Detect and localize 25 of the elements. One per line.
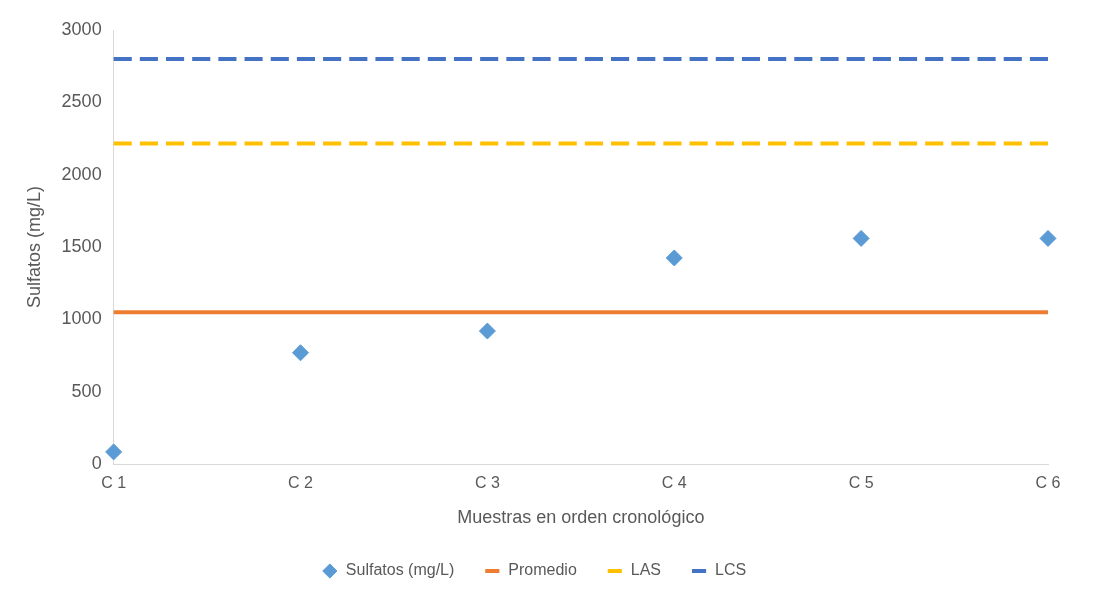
point [1039,229,1057,247]
y-tick-label: 3000 [61,18,102,39]
y-tick-label: 2000 [61,163,102,184]
x-axis-title: Muestras en orden cronológico [457,507,705,528]
x-tick-label: C 5 [848,474,874,492]
legend-label: Promedio [508,561,577,579]
y-tick-label: 1500 [61,236,102,257]
y-axis-title: Sulfatos (mg/L) [23,186,44,309]
legend-label: Sulfatos (mg/L) [345,561,455,579]
y-tick-label: 0 [91,453,102,474]
y-tick-label: 1000 [61,308,102,329]
x-tick-label: C 2 [288,474,314,492]
point [478,322,496,340]
point [852,229,870,247]
legend-label: LAS [630,561,662,579]
y-tick-label: 2500 [61,91,102,112]
x-tick-label: C 4 [661,474,687,492]
point [665,249,683,267]
point [292,344,310,362]
x-tick-label: C 6 [1035,474,1061,492]
x-tick-label: C 3 [474,474,500,492]
legend-label: LCS [715,561,747,579]
point [105,443,123,461]
x-tick-label: C 1 [101,474,127,492]
y-tick-label: 500 [71,380,102,401]
